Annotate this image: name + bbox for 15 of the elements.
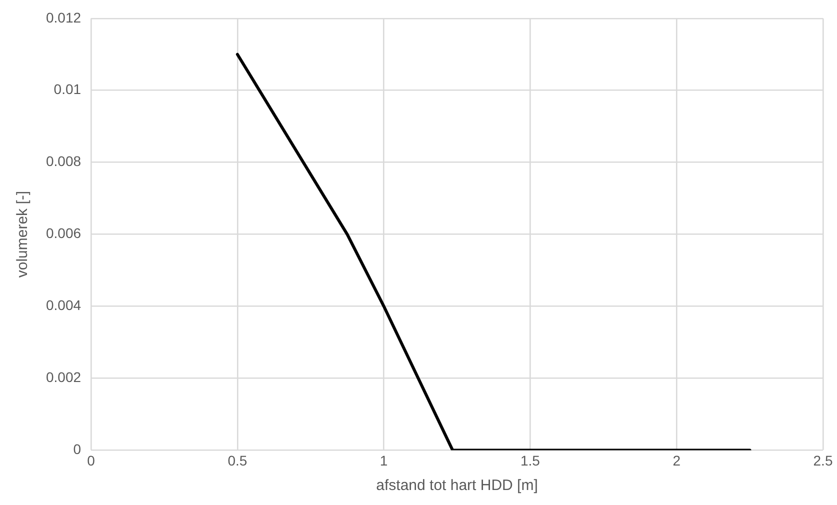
y-axis-title: volumerek [-] [14, 190, 32, 278]
x-tick-label: 0 [87, 452, 96, 468]
y-tick-label: 0.008 [46, 153, 82, 170]
x-tick-label: 2.5 [813, 452, 833, 468]
y-tick-label: 0 [73, 441, 82, 458]
y-tick-label: 0.002 [46, 369, 82, 386]
x-tick-label: 1.5 [520, 452, 540, 468]
x-axis-title: afstand tot hart HDD [m] [376, 477, 538, 494]
y-tick-label: 0.012 [46, 9, 82, 26]
x-tick-label: 1 [380, 452, 388, 468]
y-tick-label: 0.004 [46, 297, 82, 314]
x-tick-label: 2 [672, 452, 681, 468]
x-tick-label: 0.5 [228, 452, 248, 468]
y-tick-label: 0.01 [54, 81, 82, 98]
y-tick-label: 0.006 [46, 225, 82, 242]
